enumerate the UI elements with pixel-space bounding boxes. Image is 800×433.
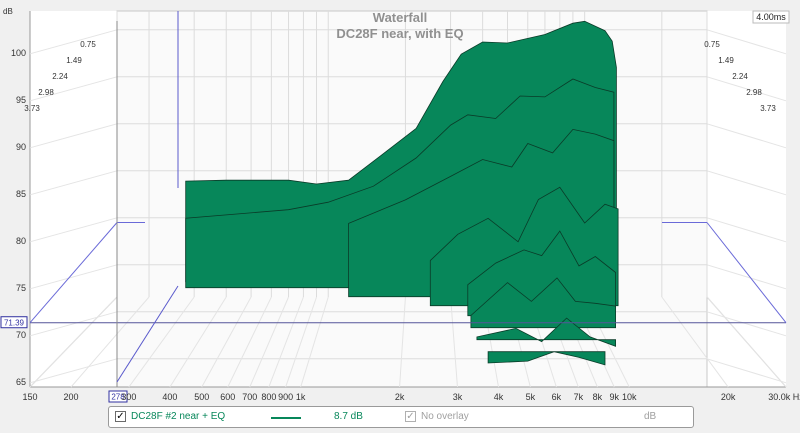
x-tick-label: 1k — [296, 392, 306, 402]
x-tick-label: 8k — [593, 392, 603, 402]
x-tick-label: 900 — [278, 392, 293, 402]
x-depth-line — [268, 296, 304, 388]
y-depth-line-left — [29, 170, 118, 196]
x-tick-label: 30.0k Hz — [768, 392, 800, 402]
waterfall-chart[interactable]: 71.39 278 65 70 75 80 85 90 95 100 150 200 300 400 50… — [0, 0, 800, 406]
y-tick-label: 90 — [16, 142, 26, 152]
x-depth-line — [285, 296, 317, 388]
x-tick-label: 700 — [242, 392, 257, 402]
waterfall-slice — [487, 351, 606, 366]
x-depth-line — [249, 296, 289, 388]
x-tick-label: 200 — [64, 392, 79, 402]
y-depth-line-left — [29, 311, 118, 337]
x-tick-label: 5k — [526, 392, 536, 402]
y-tick-label: 80 — [16, 236, 26, 246]
y-depth-line-right — [706, 264, 787, 290]
y-depth-line-left — [29, 76, 118, 102]
time-tick-right: 2.98 — [746, 88, 762, 97]
time-tick-left: 3.73 — [24, 104, 40, 113]
y-depth-line-left — [29, 29, 118, 55]
legend-bar: ✓ DC28F #2 near + EQ 8.7 dB ✓ No overlay… — [108, 406, 694, 428]
y-depth-line-right — [706, 170, 787, 196]
time-tick-left: 1.49 — [66, 56, 82, 65]
time-tick-left: 2.98 — [38, 88, 54, 97]
cursor-freq-box — [108, 390, 128, 403]
overlay-label: No overlay — [421, 411, 469, 422]
x-depth-line — [201, 296, 252, 388]
x-tick-label: 600 — [220, 392, 235, 402]
time-tick-right: 1.49 — [718, 56, 734, 65]
y-tick-label: 65 — [16, 377, 26, 387]
x-tick-label: 300 — [121, 392, 136, 402]
y-depth-line-left — [29, 123, 118, 149]
x-depth-line — [169, 296, 227, 388]
y-tick-label: 85 — [16, 189, 26, 199]
cursor-level-box — [0, 316, 28, 329]
y-tick-label: 75 — [16, 283, 26, 293]
chart-subtitle: DC28F near, with EQ — [336, 26, 463, 41]
x-tick-label: 3k — [453, 392, 463, 402]
time-tick-right: 3.73 — [760, 104, 776, 113]
y-unit-label: dB — [3, 7, 13, 16]
x-depth-line — [450, 296, 458, 388]
cursor-level-depth-right — [706, 222, 787, 324]
x-depth-line — [227, 296, 272, 388]
y-depth-line-left — [29, 358, 118, 384]
cursor-level-label: 71.39 — [4, 319, 25, 328]
y-tick-label: 100 — [11, 48, 26, 58]
time-tick-left: 2.24 — [52, 72, 68, 81]
y-depth-line-right — [706, 76, 787, 102]
x-depth-line — [661, 296, 729, 388]
y-tick-label: 95 — [16, 95, 26, 105]
x-depth-line — [706, 296, 787, 388]
x-depth-line — [70, 296, 150, 388]
x-depth-line — [29, 296, 118, 388]
x-tick-label: 4k — [494, 392, 504, 402]
x-tick-label: 500 — [194, 392, 209, 402]
time-tick-left: 0.75 — [80, 40, 96, 49]
y-depth-line-left — [29, 264, 118, 290]
x-tick-label: 150 — [22, 392, 37, 402]
x-tick-label: 7k — [574, 392, 584, 402]
y-tick-label: 70 — [16, 330, 26, 340]
overlay-checkbox[interactable]: ✓ — [405, 411, 416, 422]
time-max-label: 4.00ms — [756, 12, 786, 22]
overlay-unit: dB — [644, 411, 657, 422]
x-tick-label: 800 — [261, 392, 276, 402]
x-depth-line — [128, 296, 195, 388]
time-tick-right: 0.75 — [704, 40, 720, 49]
cursor-level-depth-left — [29, 222, 118, 324]
chart-title: Waterfall — [373, 10, 427, 25]
cursor-freq-label: 278 — [111, 393, 125, 402]
x-tick-label: 2k — [395, 392, 405, 402]
waterfall-slice — [470, 277, 616, 329]
waterfall-slice — [476, 317, 616, 347]
time-max-box — [752, 10, 790, 24]
y-depth-line-right — [706, 217, 787, 243]
y-depth-line-right — [706, 311, 787, 337]
y-depth-line-right — [706, 358, 787, 384]
y-depth-line-left — [29, 217, 118, 243]
y-depth-line-right — [706, 29, 787, 55]
trace-label: DC28F #2 near + EQ — [131, 411, 226, 422]
x-tick-label: 9k — [609, 392, 619, 402]
trace-value: 8.7 dB — [334, 411, 363, 422]
trace-line-swatch — [271, 417, 301, 419]
x-tick-label: 400 — [162, 392, 177, 402]
x-tick-label: 10k — [622, 392, 637, 402]
x-depth-line — [300, 296, 329, 388]
y-depth-line-right — [706, 123, 787, 149]
trace-checkbox[interactable]: ✓ — [115, 411, 126, 422]
time-tick-right: 2.24 — [732, 72, 748, 81]
x-tick-label: 20k — [721, 392, 736, 402]
x-tick-label: 6k — [552, 392, 562, 402]
cursor-freq-depth-line — [116, 285, 179, 383]
x-depth-line — [399, 296, 406, 388]
